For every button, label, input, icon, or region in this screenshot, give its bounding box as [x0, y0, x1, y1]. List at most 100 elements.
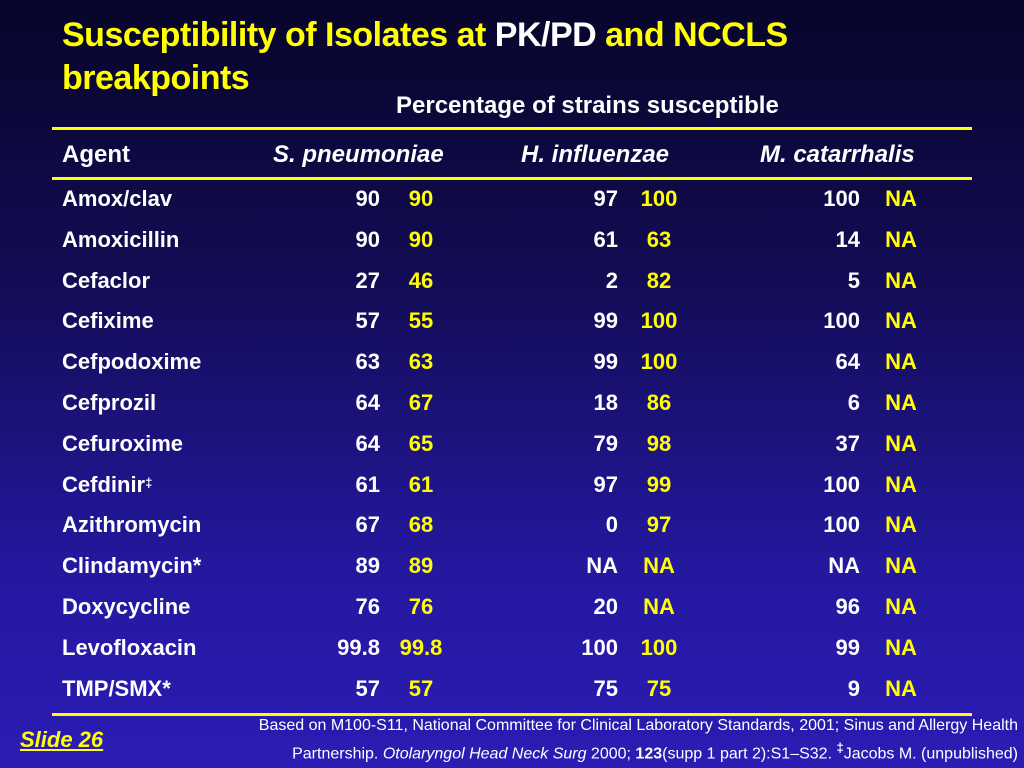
agent-name: Levofloxacin [62, 635, 196, 661]
hi-value: 99 [593, 308, 618, 334]
hi-value: 97 [593, 186, 618, 211]
agent-name: Clindamycin* [62, 553, 201, 579]
page-title: Susceptibility of Isolates at PK/PD and … [62, 14, 962, 100]
hi-pkpd-value: 100 [640, 349, 678, 375]
agent-name: Amoxicillin [62, 227, 179, 253]
hi-value: 2 [605, 267, 618, 293]
agent-label: Cefdinir [62, 471, 146, 497]
mc-value: 6 [847, 389, 860, 415]
hi-value: 0 [605, 512, 618, 538]
hi-value: 99 [593, 349, 618, 375]
sp-pkpd-value: 67 [408, 389, 434, 415]
table-subtitle: Percentage of strains susceptible [396, 92, 779, 119]
mc-value: NA [828, 553, 860, 579]
hi-value: 75 [593, 675, 618, 701]
agent-label: Cefpodoxime [62, 349, 202, 375]
agent-label: Clindamycin* [62, 553, 202, 579]
hi-pkpd-value: NA [643, 553, 675, 579]
table-row: Doxycycline 76 76 20 NA 96 NA [0, 590, 1024, 631]
table-row: Levofloxacin 99.8 99.8 100 100 99 NA [0, 631, 1024, 672]
table-row: Cefuroxime 64 65 79 98 37 NA [0, 427, 1024, 468]
sp-pkpd-value: 63 [408, 349, 434, 375]
mc-value: 100 [823, 471, 860, 497]
agent-footnote-mark: ‡ [145, 474, 153, 490]
hi-pkpd-value: 98 [646, 430, 672, 456]
table-row: Amox/clav 90 90 97 100 100 NA [0, 182, 1024, 223]
footnote-line-2a: Partnership. [292, 745, 383, 763]
sp-pkpd-value: 89 [408, 553, 434, 579]
sp-value: 90 [355, 186, 380, 211]
hi-pkpd-value: 100 [640, 308, 678, 334]
sp-pkpd-value: 90 [408, 226, 434, 252]
footnote-line-1: Based on M100-S11, National Committee fo… [258, 717, 1018, 734]
sp-pkpd-value: 76 [408, 593, 434, 619]
susceptibility-table: Amox/clav 90 90 97 100 100 NA Amoxicillin 90 90 61… [0, 182, 1024, 712]
sp-pkpd-value: 61 [408, 471, 434, 497]
mc-pkpd-value: NA [885, 267, 917, 293]
hi-pkpd-value: 100 [640, 634, 678, 660]
table-row: Cefixime 57 55 99 100 100 NA [0, 304, 1024, 345]
hi-value: 61 [593, 226, 618, 252]
footnote-volume: 123 [635, 745, 663, 763]
hi-value: 18 [593, 389, 618, 415]
header-s-pneumoniae: S. pneumoniae [273, 141, 444, 168]
sp-value: 67 [355, 512, 380, 538]
agent-name: Cefprozil [62, 390, 156, 416]
mc-pkpd-value: NA [885, 512, 917, 538]
table-row: TMP/SMX* 57 57 75 75 9 NA [0, 672, 1024, 713]
mc-value: 100 [823, 186, 860, 211]
mc-value: 14 [835, 226, 860, 252]
mc-value: 100 [823, 308, 860, 334]
sp-value: 90 [355, 226, 380, 252]
sp-value: 64 [355, 430, 380, 456]
footnote-mark: ‡ [836, 740, 844, 755]
sp-pkpd-value: 65 [408, 430, 434, 456]
mc-pkpd-value: NA [885, 349, 917, 375]
sp-pkpd-value: 46 [408, 267, 434, 293]
footnote-line-2d: Jacobs M. (unpublished) [843, 745, 1018, 763]
mc-pkpd-value: NA [885, 389, 917, 415]
agent-label: Levofloxacin [62, 634, 197, 660]
title-part-1: Susceptibility of Isolates at [62, 16, 495, 54]
table-row: Cefaclor 27 46 2 82 5 NA [0, 264, 1024, 305]
sp-value: 76 [355, 593, 380, 619]
top-divider [52, 127, 972, 130]
table-row: Amoxicillin 90 90 61 63 14 NA [0, 223, 1024, 264]
agent-label: Amoxicillin [62, 226, 180, 252]
mc-pkpd-value: NA [885, 634, 917, 660]
footnote-line-2b: 2000; [586, 745, 636, 763]
agent-name: Cefaclor [62, 268, 150, 294]
mc-value: 96 [835, 593, 860, 619]
agent-label: Doxycycline [62, 593, 191, 619]
slide-number: Slide 26 [20, 727, 104, 752]
agent-label: TMP/SMX* [62, 675, 171, 701]
agent-label: Cefaclor [62, 267, 151, 293]
hi-pkpd-value: 86 [646, 389, 672, 415]
hi-pkpd-value: 82 [646, 267, 672, 293]
table-row: Cefdinir‡ 61 61 97 99 100 NA [0, 468, 1024, 509]
agent-name: Cefpodoxime [62, 349, 201, 375]
header-m-catarrhalis: M. catarrhalis [760, 141, 915, 168]
agent-label: Cefixime [62, 308, 154, 334]
table-row: Clindamycin* 89 89 NA NA NA NA [0, 549, 1024, 590]
mc-pkpd-value: NA [885, 593, 917, 619]
hi-value: NA [586, 553, 618, 579]
sp-pkpd-value: 57 [408, 675, 434, 701]
mc-value: 5 [847, 267, 860, 293]
sp-pkpd-value: 90 [408, 186, 434, 211]
sp-value: 57 [355, 308, 380, 334]
sp-value: 64 [355, 389, 380, 415]
sp-value: 89 [355, 553, 380, 579]
agent-name: TMP/SMX* [62, 676, 171, 702]
sp-pkpd-value: 68 [408, 512, 434, 538]
sp-value: 61 [355, 471, 380, 497]
hi-value: 20 [593, 593, 618, 619]
hi-pkpd-value: 99 [646, 471, 672, 497]
sp-pkpd-value: 55 [408, 308, 434, 334]
agent-label: Cefuroxime [62, 430, 184, 456]
mc-pkpd-value: NA [885, 675, 917, 701]
mc-pkpd-value: NA [885, 186, 917, 211]
agent-name: Cefuroxime [62, 431, 183, 457]
mc-pkpd-value: NA [885, 308, 917, 334]
table-row: Azithromycin 67 68 0 97 100 NA [0, 508, 1024, 549]
